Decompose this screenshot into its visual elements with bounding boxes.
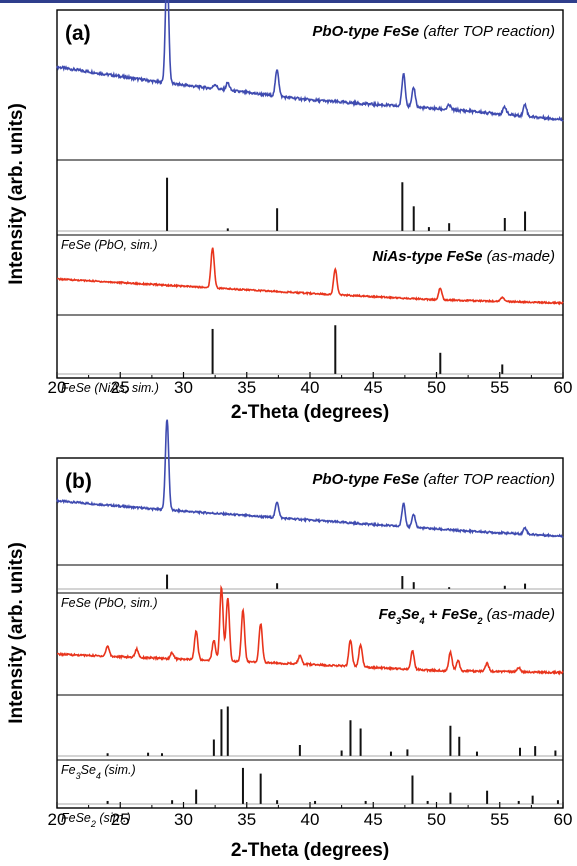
x-tick-label: 35 bbox=[237, 810, 256, 829]
chart-panel-a: 20 25 30 35 40 45 50 55 60 2-Theta (degrees) Inten… bbox=[6, 0, 572, 423]
pattern-line bbox=[56, 584, 564, 676]
x-tick-label: 55 bbox=[490, 378, 509, 397]
top-border bbox=[0, 0, 577, 3]
x-axis-label: 2-Theta (degrees) bbox=[231, 402, 389, 423]
pattern-line bbox=[56, 419, 564, 538]
reference-label: FeSe (NiAs, sim.) bbox=[61, 381, 159, 395]
x-tick-label: 45 bbox=[364, 378, 383, 397]
experimental-pattern: NiAs-type FeSe (as-made) bbox=[56, 234, 564, 306]
experimental-pattern: PbO-type FeSe (after TOP reaction) bbox=[56, 419, 564, 538]
x-tick-label: 35 bbox=[237, 378, 256, 397]
reference-label: Fe3Se4 (sim.) bbox=[61, 763, 136, 781]
x-axis-label: 2-Theta (degrees) bbox=[231, 840, 389, 861]
pattern-label: Fe3Se4 + FeSe2 (as-made) bbox=[379, 606, 555, 626]
x-tick-label: 60 bbox=[554, 810, 573, 829]
x-tick-label: 55 bbox=[490, 810, 509, 829]
experimental-pattern: PbO-type FeSe (after TOP reaction) bbox=[56, 0, 564, 122]
pattern-line bbox=[56, 0, 564, 122]
panel-label: (a) bbox=[65, 22, 91, 45]
y-axis-label: Intensity (arb. units) bbox=[6, 103, 27, 285]
reference-label: FeSe2 (sim.) bbox=[61, 811, 131, 829]
experimental-pattern: Fe3Se4 + FeSe2 (as-made) bbox=[56, 584, 564, 676]
x-tick-label: 50 bbox=[427, 810, 446, 829]
x-tick-label: 20 bbox=[48, 378, 67, 397]
simulated-pattern: Fe3Se4 (sim.) bbox=[57, 694, 563, 781]
reference-label: FeSe (PbO, sim.) bbox=[61, 596, 158, 610]
plot-frame bbox=[56, 457, 564, 809]
x-tick-label: 30 bbox=[174, 810, 193, 829]
reference-label: FeSe (PbO, sim.) bbox=[61, 238, 158, 252]
x-tick-label: 25 bbox=[111, 810, 130, 829]
y-axis-label: Intensity (arb. units) bbox=[6, 542, 27, 724]
simulated-pattern: FeSe (NiAs, sim.) bbox=[57, 314, 563, 395]
simulated-pattern: FeSe (PbO, sim.) bbox=[57, 564, 563, 610]
x-tick-label: 30 bbox=[174, 378, 193, 397]
x-tick-label: 25 bbox=[111, 378, 130, 397]
x-tick-label: 45 bbox=[364, 810, 383, 829]
x-tick-label: 40 bbox=[301, 378, 320, 397]
x-tick-label: 20 bbox=[48, 810, 67, 829]
pattern-label: PbO-type FeSe (after TOP reaction) bbox=[312, 23, 555, 40]
plot-frame bbox=[56, 9, 564, 379]
pattern-line bbox=[56, 247, 564, 306]
x-tick-label: 50 bbox=[427, 378, 446, 397]
simulated-pattern: FeSe (PbO, sim.) bbox=[57, 159, 563, 252]
x-tick-label: 60 bbox=[554, 378, 573, 397]
pattern-label: NiAs-type FeSe (as-made) bbox=[372, 248, 555, 265]
panel-label: (b) bbox=[65, 470, 92, 493]
simulated-pattern: FeSe2 (sim.) bbox=[57, 759, 563, 829]
chart-panel-b: 20 25 30 35 40 45 50 55 60 2-Theta (degrees) Inten… bbox=[6, 419, 573, 861]
x-tick-label: 40 bbox=[301, 810, 320, 829]
pattern-label: PbO-type FeSe (after TOP reaction) bbox=[312, 471, 555, 488]
